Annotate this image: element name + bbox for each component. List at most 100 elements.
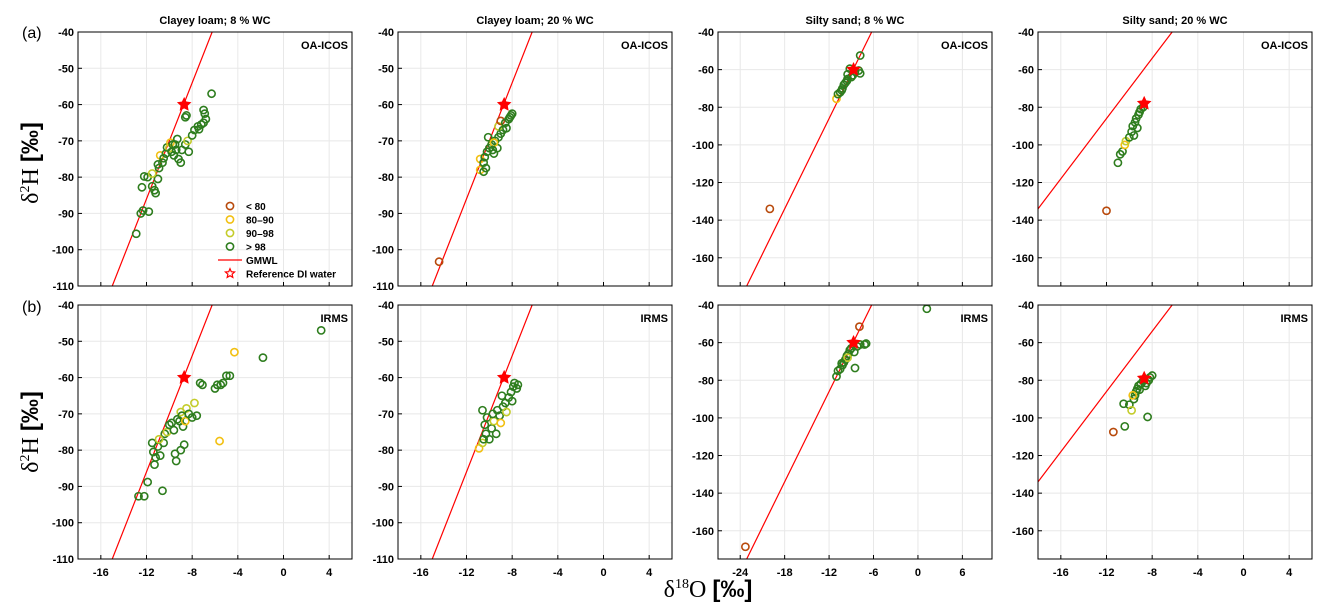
- legend-label: Reference DI water: [246, 270, 336, 281]
- data-point: [196, 120, 206, 129]
- y-tick-label: -100: [1012, 413, 1034, 425]
- data-point: [182, 404, 191, 413]
- data-point: [138, 206, 148, 215]
- data-point: [741, 542, 750, 552]
- x-tick-label: 4: [1286, 567, 1293, 579]
- y-tick-label: -90: [58, 208, 74, 220]
- panel-8: -16 -12 -8 -4 0 4-160-140-120-100-80-60-40IRM…: [1012, 300, 1313, 579]
- y-tick-label: -140: [692, 215, 714, 227]
- plot-area: [111, 305, 326, 559]
- data-point: [832, 94, 841, 104]
- data-point: [1102, 206, 1111, 216]
- data-point: [316, 325, 326, 335]
- data-point: [187, 413, 197, 422]
- y-tick-label: -40: [58, 300, 74, 312]
- y-tick-label: -160: [1012, 253, 1034, 265]
- legend-label: GMWL: [246, 256, 278, 267]
- panel-frame: [717, 31, 993, 287]
- data-point: [192, 411, 202, 421]
- panel-3: -160 -140 -120 -100 -80 -60 -40 Silty sand; 8 %…: [692, 15, 993, 287]
- y-tick-label: -50: [378, 63, 394, 75]
- legend-marker: [225, 201, 235, 211]
- plot-area: [431, 32, 533, 286]
- data-point: [479, 434, 489, 444]
- y-tick-label: -60: [1018, 65, 1034, 77]
- x-tick-label: 0: [915, 567, 921, 579]
- y-tick-label: -160: [692, 253, 714, 265]
- y-tick-label: -160: [1012, 526, 1034, 538]
- data-point: [837, 85, 847, 95]
- y-tick-label: -100: [52, 245, 74, 257]
- y-tick-label: -80: [698, 102, 714, 114]
- y-tick-label: -160: [692, 526, 714, 538]
- x-tick-label: 4: [646, 567, 653, 579]
- legend-marker: [225, 228, 235, 238]
- y-tick-label: -110: [53, 554, 74, 566]
- x-axis-label: δ18O [‰]: [664, 576, 753, 602]
- data-point: [483, 132, 493, 142]
- data-point: [479, 158, 489, 168]
- x-tick-label: -12: [1099, 567, 1115, 579]
- data-point: [1119, 399, 1129, 409]
- data-point: [153, 174, 163, 184]
- panel-title: Silty sand; 8 % WC: [805, 15, 904, 27]
- plot-area: [431, 305, 533, 559]
- data-point: [137, 182, 147, 192]
- panel-frame: [1037, 304, 1313, 560]
- method-label: OA-ICOS: [1261, 40, 1308, 52]
- y-tick-label: -110: [373, 554, 394, 566]
- y-tick-label: -40: [1018, 300, 1034, 312]
- method-label: IRMS: [1281, 313, 1309, 325]
- data-point: [1143, 412, 1152, 422]
- panel-frame: [77, 304, 353, 560]
- panel-5: -16 -12 -8 -4 0 4-110-100-90-80-70-60-50-40IR…: [52, 300, 353, 579]
- data-point: [176, 158, 186, 168]
- legend-star: [223, 267, 237, 279]
- x-tick-label: -16: [93, 567, 109, 579]
- legend-item: 80–90: [225, 215, 274, 227]
- x-tick-label: 0: [1240, 567, 1246, 579]
- data-point: [765, 204, 775, 214]
- data-point: [159, 153, 169, 163]
- data-point: [497, 391, 507, 401]
- data-point: [187, 131, 197, 140]
- y-tick-label: -90: [378, 208, 394, 220]
- y-tick-label: -70: [58, 136, 74, 148]
- y-tick-label: -120: [1012, 178, 1034, 190]
- x-tick-label: -16: [1053, 567, 1069, 579]
- data-point: [481, 163, 491, 173]
- data-point: [222, 371, 231, 381]
- y-tick-label: -90: [58, 481, 74, 493]
- data-point: [1113, 158, 1123, 168]
- data-point: [131, 229, 141, 239]
- data-point: [158, 486, 167, 496]
- data-point: [230, 347, 239, 357]
- data-point: [258, 353, 268, 363]
- panel-title: Clayey loam; 20 % WC: [476, 15, 593, 27]
- data-point: [168, 140, 178, 149]
- x-tick-label: -4: [233, 567, 244, 579]
- data-point: [215, 436, 224, 446]
- plot-area: [1038, 32, 1173, 216]
- row-label-b: (b): [22, 299, 42, 316]
- data-point: [832, 372, 841, 381]
- y-tick-label: -80: [378, 445, 394, 457]
- data-point: [147, 438, 157, 448]
- y-tick-label: -80: [698, 375, 714, 387]
- method-label: IRMS: [641, 313, 669, 325]
- y-tick-label: -60: [378, 100, 394, 112]
- method-label: IRMS: [961, 313, 989, 325]
- y-tick-label: -40: [378, 27, 394, 39]
- panel-frame: [1037, 31, 1313, 287]
- x-tick-label: -24: [732, 567, 749, 579]
- y-tick-label: -60: [58, 100, 74, 112]
- plot-area: [111, 32, 216, 286]
- data-point: [151, 452, 161, 462]
- data-point: [434, 257, 444, 267]
- panel-title: Silty sand; 20 % WC: [1122, 15, 1227, 27]
- reference-star: [846, 334, 861, 349]
- y-tick-label: -80: [58, 445, 74, 457]
- data-point: [169, 425, 179, 435]
